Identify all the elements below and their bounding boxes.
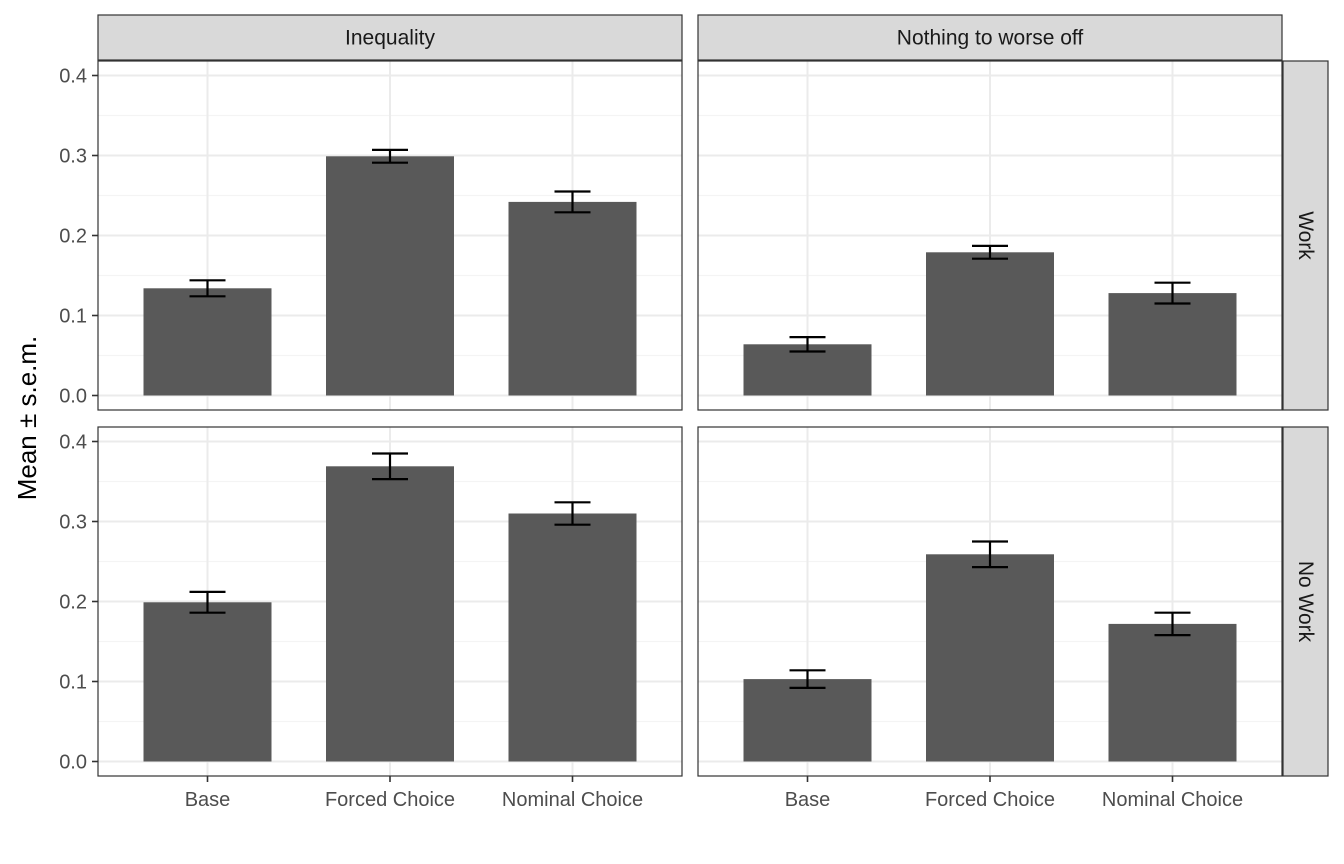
- y-tick-label: 0.0: [59, 386, 87, 408]
- y-axis-work: 0.0 0.1 0.2 0.3 0.4: [59, 66, 98, 408]
- strip-background: [1282, 60, 1329, 411]
- panel-inequality-work: [97, 60, 683, 411]
- strip-label: Nothing to worse off: [897, 27, 1084, 50]
- y-tick-label: 0.3: [59, 146, 87, 168]
- x-tick-label: Forced Choice: [325, 789, 455, 811]
- y-axis-no-work: 0.0 0.1 0.2 0.3 0.4: [59, 432, 98, 774]
- bar-nominal-choice: [508, 201, 637, 396]
- error-bar-forced-choice: [972, 540, 1008, 569]
- x-axis-nothing-to-worse-off: Base Forced Choice Nominal Choice: [785, 776, 1243, 811]
- bar-forced-choice: [326, 466, 454, 762]
- y-tick-label: 0.4: [59, 432, 87, 454]
- bar-forced-choice: [926, 554, 1054, 762]
- x-axis-inequality: Base Forced Choice Nominal Choice: [185, 776, 643, 811]
- panel-nothing-to-worse-off-no-work: [697, 426, 1283, 777]
- error-bar-forced-choice: [372, 148, 408, 164]
- y-tick-label: 0.3: [59, 512, 87, 534]
- facet-strip-work: Work: [1282, 60, 1329, 411]
- facet-strip-no-work: No Work: [1282, 426, 1329, 777]
- error-bar-base: [189, 590, 226, 614]
- facet-strip-inequality: Inequality: [97, 14, 683, 61]
- strip-label: No Work: [1294, 561, 1317, 643]
- error-bar-forced-choice: [372, 452, 408, 481]
- strip-background: [97, 14, 683, 61]
- error-bar-nominal-choice: [1154, 611, 1191, 637]
- axes-layer: 0.0 0.1 0.2 0.3 0.4 0.0 0.1 0.2 0.3 0.4 Base Forced…: [59, 66, 1243, 812]
- strip-background: [697, 14, 1283, 61]
- bar-nominal-choice: [508, 513, 637, 762]
- bar-forced-choice: [326, 156, 454, 396]
- panel-border: [697, 60, 1283, 411]
- bar-base: [143, 602, 272, 762]
- error-bar-base: [789, 336, 826, 353]
- strip-label: Inequality: [345, 27, 435, 50]
- error-bar-nominal-choice: [554, 190, 591, 214]
- error-bar-base: [189, 279, 226, 298]
- error-bar-nominal-choice: [554, 501, 591, 526]
- x-tick-label: Forced Choice: [925, 789, 1055, 811]
- panel-inequality-no-work: [97, 426, 683, 777]
- y-tick-label: 0.2: [59, 592, 87, 614]
- x-tick-label: Nominal Choice: [1102, 789, 1243, 811]
- bar-nominal-choice: [1108, 293, 1237, 396]
- panels-layer: [97, 60, 1283, 777]
- y-tick-label: 0.1: [59, 672, 87, 694]
- facet-strip-nothing-to-worse-off: Nothing to worse off: [697, 14, 1283, 61]
- y-tick-label: 0.0: [59, 752, 87, 774]
- error-bar-forced-choice: [972, 244, 1008, 260]
- error-bar-nominal-choice: [1154, 281, 1191, 305]
- y-tick-label: 0.4: [59, 66, 87, 88]
- strip-background: [1282, 426, 1329, 777]
- y-tick-label: 0.2: [59, 226, 87, 248]
- bar-base: [743, 679, 872, 762]
- bar-base: [743, 344, 872, 396]
- bar-nominal-choice: [1108, 623, 1237, 762]
- panel-nothing-to-worse-off-work: [697, 60, 1283, 411]
- error-bar-base: [789, 669, 826, 689]
- facet-strips-layer: Inequality Nothing to worse off Work No Wor…: [97, 14, 1329, 777]
- x-tick-label: Base: [185, 789, 231, 811]
- y-tick-label: 0.1: [59, 306, 87, 328]
- x-tick-label: Base: [785, 789, 831, 811]
- bar-base: [143, 288, 272, 396]
- y-axis-title: Mean ± s.e.m.: [12, 336, 42, 501]
- bar-forced-choice: [926, 252, 1054, 396]
- strip-label: Work: [1294, 211, 1317, 260]
- x-tick-label: Nominal Choice: [502, 789, 643, 811]
